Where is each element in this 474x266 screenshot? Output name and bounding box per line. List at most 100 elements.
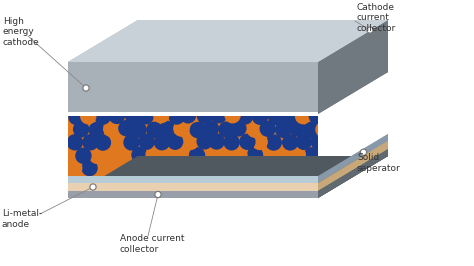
Polygon shape: [318, 141, 388, 191]
Circle shape: [156, 193, 160, 196]
Circle shape: [197, 134, 212, 149]
Polygon shape: [318, 134, 388, 183]
Circle shape: [84, 86, 88, 90]
Circle shape: [326, 154, 338, 167]
Circle shape: [98, 161, 113, 176]
Circle shape: [275, 148, 290, 163]
Circle shape: [268, 161, 283, 176]
Circle shape: [253, 160, 268, 176]
Circle shape: [82, 161, 97, 176]
Circle shape: [174, 148, 190, 163]
Polygon shape: [68, 191, 318, 198]
Circle shape: [225, 108, 240, 123]
Circle shape: [131, 122, 146, 137]
Polygon shape: [318, 134, 388, 183]
Circle shape: [124, 161, 139, 176]
Circle shape: [296, 161, 310, 176]
Circle shape: [232, 147, 247, 163]
Circle shape: [224, 135, 239, 150]
Circle shape: [231, 121, 246, 136]
Circle shape: [110, 135, 125, 150]
Polygon shape: [68, 176, 318, 183]
Polygon shape: [388, 0, 474, 266]
Circle shape: [247, 148, 263, 163]
Circle shape: [73, 122, 89, 137]
Circle shape: [190, 123, 205, 138]
Circle shape: [383, 120, 395, 132]
Polygon shape: [68, 111, 318, 115]
Circle shape: [327, 114, 339, 126]
Circle shape: [362, 150, 365, 154]
Circle shape: [237, 109, 253, 124]
Polygon shape: [68, 20, 388, 62]
Circle shape: [67, 160, 82, 176]
Circle shape: [296, 109, 310, 124]
Polygon shape: [68, 191, 318, 198]
Polygon shape: [68, 72, 388, 114]
Circle shape: [310, 109, 324, 123]
Polygon shape: [318, 134, 388, 183]
Polygon shape: [68, 176, 318, 183]
Circle shape: [310, 160, 325, 175]
Circle shape: [167, 160, 182, 175]
Polygon shape: [68, 62, 318, 114]
Circle shape: [160, 147, 174, 162]
Circle shape: [174, 121, 189, 136]
Polygon shape: [318, 20, 388, 114]
Circle shape: [211, 108, 226, 123]
Circle shape: [224, 161, 239, 176]
Circle shape: [340, 146, 353, 158]
Circle shape: [140, 160, 155, 175]
Circle shape: [354, 111, 366, 123]
Polygon shape: [318, 149, 388, 198]
Circle shape: [382, 68, 394, 80]
Circle shape: [325, 141, 337, 153]
Polygon shape: [68, 110, 319, 116]
Polygon shape: [68, 112, 318, 116]
Circle shape: [198, 109, 212, 124]
Circle shape: [281, 161, 296, 176]
Circle shape: [155, 135, 169, 150]
Circle shape: [368, 89, 381, 102]
Circle shape: [160, 122, 175, 136]
Polygon shape: [68, 183, 318, 191]
Circle shape: [198, 162, 212, 177]
Circle shape: [95, 135, 110, 150]
Circle shape: [327, 128, 338, 140]
Polygon shape: [0, 0, 68, 266]
Circle shape: [340, 93, 352, 106]
Circle shape: [247, 122, 262, 137]
Polygon shape: [68, 62, 318, 114]
Circle shape: [81, 109, 96, 124]
Circle shape: [169, 109, 184, 124]
Circle shape: [382, 107, 394, 119]
Polygon shape: [68, 20, 388, 62]
Circle shape: [83, 85, 89, 91]
Polygon shape: [68, 62, 318, 114]
Polygon shape: [318, 72, 388, 176]
Circle shape: [91, 185, 95, 189]
Circle shape: [168, 134, 182, 149]
Circle shape: [367, 27, 373, 33]
Circle shape: [190, 148, 204, 163]
Circle shape: [260, 121, 275, 136]
Polygon shape: [318, 20, 388, 114]
Circle shape: [283, 135, 298, 150]
Polygon shape: [68, 73, 388, 115]
Circle shape: [69, 109, 84, 124]
Circle shape: [368, 102, 381, 115]
Circle shape: [132, 147, 147, 163]
Circle shape: [276, 122, 291, 137]
Polygon shape: [318, 141, 388, 191]
Circle shape: [119, 121, 134, 136]
Circle shape: [146, 147, 161, 162]
Circle shape: [67, 135, 82, 150]
Circle shape: [303, 122, 318, 137]
Circle shape: [104, 121, 119, 136]
Circle shape: [383, 81, 395, 94]
Circle shape: [76, 148, 91, 163]
Polygon shape: [318, 149, 388, 198]
Polygon shape: [68, 191, 318, 198]
Polygon shape: [68, 183, 318, 191]
Circle shape: [181, 161, 196, 176]
